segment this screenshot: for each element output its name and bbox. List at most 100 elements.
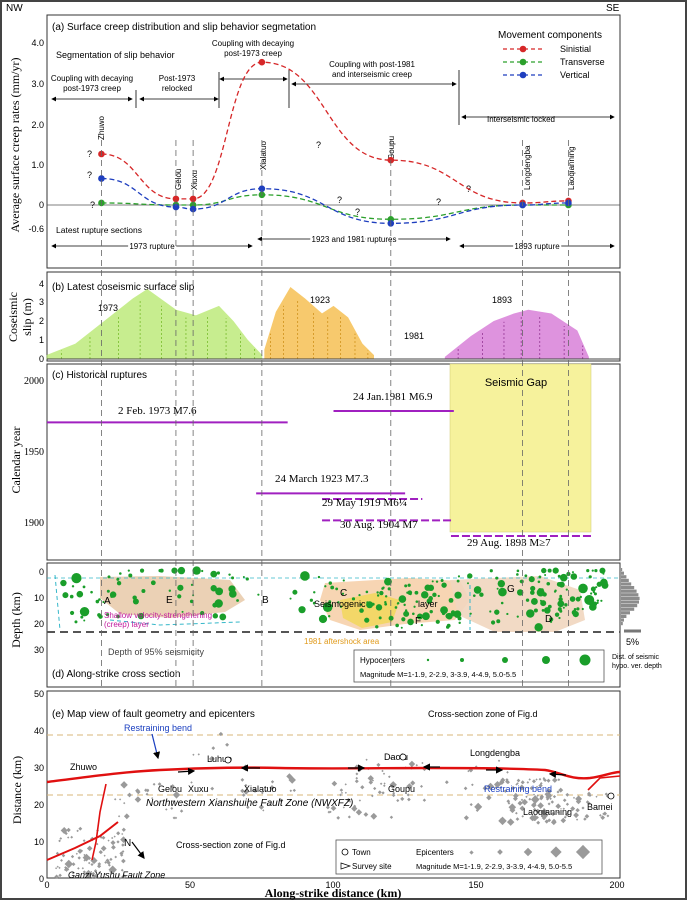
town-label: Bamei [587, 802, 613, 812]
town-label: Laoqianning [567, 146, 576, 190]
hypocenter [553, 590, 557, 593]
town-label: Xialatuo [244, 784, 277, 794]
seismic-gap-box [449, 363, 592, 533]
epicenter [529, 786, 534, 791]
hypocenter [537, 580, 541, 584]
epicenter [152, 782, 156, 786]
epicenter [121, 874, 127, 880]
hypocenter [378, 616, 382, 620]
epicenter [552, 777, 558, 783]
epicenter [389, 815, 394, 819]
hypocenter [82, 585, 86, 589]
legend-epi-label: Epicenters [416, 848, 454, 857]
segment-label: Post-1973 [159, 74, 196, 83]
epicenter [289, 789, 293, 793]
layer-label: layer [418, 599, 438, 609]
zone-label: C [340, 588, 347, 599]
epicenter [517, 800, 523, 806]
hypocenter [570, 573, 578, 580]
hypocenter [440, 579, 444, 583]
epicenter [444, 780, 449, 785]
hypocenter [559, 594, 563, 598]
epicenter [264, 789, 268, 793]
town-label: Daofu [384, 752, 408, 762]
legend-vertical: Vertical [503, 70, 590, 80]
panel-a-ytick: 0 [39, 200, 44, 210]
hypocenter [83, 619, 86, 622]
hypocenter [458, 621, 461, 625]
epicenter [506, 818, 515, 826]
panel-a-ytick: -0.6 [28, 224, 44, 234]
question-mark: ? [436, 197, 441, 207]
hypocenter [496, 619, 501, 624]
hypocenter [215, 587, 223, 596]
hypocenter [337, 601, 340, 604]
panel-e-ytick: 10 [34, 837, 44, 847]
panel-e-legend-box [335, 839, 603, 875]
hypocenter [596, 599, 600, 602]
hypocenter [472, 594, 476, 597]
hypocenter [105, 613, 110, 617]
hypocenter [312, 601, 316, 605]
hypocenter [403, 603, 406, 607]
hypocenter [506, 612, 509, 616]
epicenter [172, 816, 176, 820]
panel-b-ytick: 0 [39, 354, 44, 364]
ganzi-fault [46, 821, 119, 861]
panel-e-title: (e) Map view of fault geometry and epice… [52, 709, 255, 720]
epicenter [400, 796, 405, 801]
hypocenter [371, 602, 375, 606]
epicenter [546, 788, 552, 795]
epicenter [493, 780, 502, 789]
hypocenter [79, 606, 90, 617]
hypocenter [546, 581, 551, 586]
hypocenter [210, 585, 217, 592]
depth-hist-bar [621, 586, 635, 590]
aftershock-label: 1981 aftershock area [304, 637, 380, 646]
legend-hypo-marker [579, 654, 591, 666]
creep-point [258, 58, 266, 66]
creep-point [189, 195, 197, 203]
epicenter [583, 817, 587, 821]
hypocenter [127, 569, 130, 572]
epicenter [146, 789, 150, 793]
hypocenter [499, 592, 503, 596]
hypocenter [595, 586, 598, 589]
epicenter [544, 819, 549, 824]
hypocenter [62, 592, 69, 599]
panel-d-legend-box [353, 649, 605, 683]
epicenter [507, 801, 511, 805]
hypocenter [98, 614, 103, 619]
hypocenter [60, 579, 67, 587]
hypocenter [401, 617, 406, 622]
depth-hist-bar [621, 568, 623, 572]
hypocenter [106, 589, 110, 593]
hypocenter [364, 617, 370, 623]
hypocenter [318, 614, 328, 624]
epicenter [87, 861, 91, 865]
north-arrow: N [124, 838, 145, 859]
hypocenter [80, 615, 84, 619]
hypocenter [384, 595, 388, 598]
hypocenter [413, 605, 416, 608]
epicenter [368, 780, 374, 785]
epicenter [525, 795, 528, 799]
epicenter [371, 779, 375, 782]
epicenter [550, 819, 557, 826]
panel-e-towns: Zhuwo Gelou Xuxu Luhuo Xialatuo Daofu Go… [70, 748, 613, 817]
epicenter [415, 763, 418, 767]
legend-label: Sinistial [560, 44, 591, 54]
epicenter [76, 829, 79, 833]
epicenter [575, 818, 579, 821]
panel-e-legend: Town Survey site Epicenters Magnitude M=… [335, 839, 603, 875]
epicenter [469, 803, 473, 807]
hypocenter [228, 585, 236, 593]
legend-hypo-marker [460, 658, 464, 662]
depth-hist-bar [621, 622, 623, 626]
x-axis-ticks: 0 50 100 150 200 [44, 880, 624, 890]
epicenter [539, 796, 544, 801]
hypocenter [341, 592, 345, 595]
epicenter [570, 806, 576, 812]
hypocenter [456, 579, 460, 583]
epicenter [604, 792, 608, 796]
